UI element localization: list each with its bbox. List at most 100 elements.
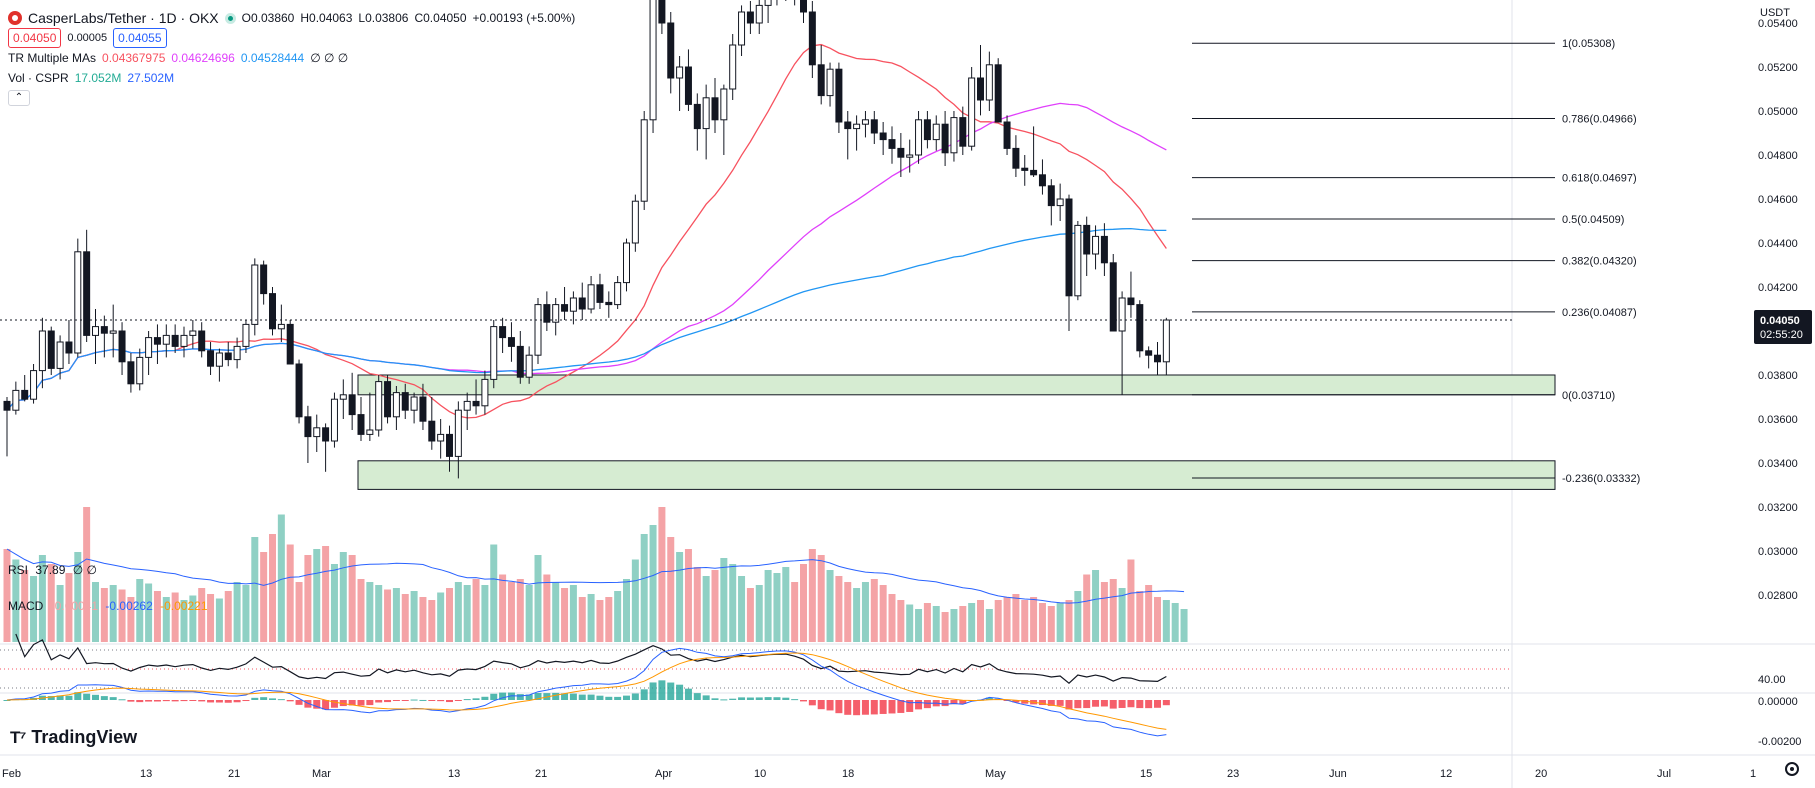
macd-histogram-bar	[286, 700, 294, 702]
macd-histogram-bar	[109, 697, 117, 700]
macd-axis-tick: 0.00000	[1758, 696, 1798, 708]
macd-label[interactable]: MACD	[8, 599, 44, 613]
volume-bar	[277, 514, 285, 642]
macd-signal-value: -0.00221	[160, 599, 208, 613]
volume-bar	[392, 588, 400, 642]
candle-body	[242, 323, 250, 347]
price-axis-tick: 0.05200	[1758, 62, 1798, 74]
candle-body	[357, 414, 365, 435]
volume-bar	[366, 582, 374, 642]
date-axis-tick: 15	[1140, 768, 1152, 780]
volume-bar	[994, 600, 1002, 642]
volume-bar	[932, 606, 940, 642]
macd-histogram-bar	[463, 699, 471, 701]
volume-bar	[357, 579, 365, 642]
collapse-legend-button[interactable]: ⌃	[8, 90, 30, 106]
volume-bar	[1162, 600, 1170, 642]
price-axis-tick: 0.03400	[1758, 458, 1798, 470]
macd-histogram-bar	[277, 699, 285, 701]
ma-indicator-label[interactable]: TR Multiple MAs	[8, 51, 97, 65]
date-axis-tick: Jul	[1657, 768, 1671, 780]
volume-bar	[835, 576, 843, 642]
macd-histogram-bar	[260, 697, 268, 700]
volume-indicator-label[interactable]: Vol · CSPR	[8, 71, 69, 85]
volume-bar	[720, 558, 728, 642]
buy-button[interactable]: 0.04055	[113, 28, 167, 48]
macd-histogram-bar	[437, 700, 445, 702]
candle-body	[1065, 198, 1073, 297]
candle-body	[1154, 354, 1161, 363]
volume-bar	[375, 585, 383, 642]
volume-bar	[260, 552, 268, 642]
bar-countdown: 02:55:20	[1760, 329, 1803, 341]
macd-histogram-bar	[1021, 700, 1029, 704]
volume-bar	[543, 574, 551, 642]
macd-histogram-bar	[658, 680, 666, 700]
volume-bar	[676, 552, 684, 642]
candle-body	[224, 352, 232, 361]
volume-bar	[552, 582, 560, 642]
date-axis-tick: 12	[1440, 768, 1452, 780]
candle-body	[755, 4, 763, 24]
tradingview-logo[interactable]: T⁷ TradingView	[10, 727, 137, 748]
volume-bar	[658, 507, 666, 642]
candle-body	[136, 356, 144, 385]
price-axis-tick: 0.05400	[1758, 18, 1798, 30]
macd-histogram-bar	[906, 700, 914, 712]
volume-bar	[640, 534, 648, 642]
sell-button[interactable]: 0.04050	[8, 28, 62, 48]
candle-body	[569, 297, 577, 312]
volume-bar	[667, 537, 675, 642]
symbol-title[interactable]: CasperLabs/Tether · 1D · OKX	[28, 10, 219, 26]
volume-bar	[879, 585, 887, 642]
volume-bar	[1083, 574, 1091, 642]
candle-body	[950, 117, 958, 154]
settings-gear-icon[interactable]	[1785, 762, 1799, 776]
candle-body	[198, 330, 206, 352]
volume-bar	[578, 597, 586, 642]
fib-level-label: 0.5(0.04509)	[1562, 214, 1624, 226]
candle-body	[888, 139, 896, 149]
candle-body	[835, 68, 843, 123]
candle-body	[251, 264, 259, 325]
macd-histogram-bar	[587, 694, 595, 700]
volume-bar	[56, 585, 64, 642]
price-axis-tick: 0.02800	[1758, 590, 1798, 602]
macd-signal-line	[6, 652, 1167, 730]
candle-body	[145, 337, 153, 358]
volume-bar	[499, 574, 507, 642]
ohlc-high: H0.04063	[300, 11, 353, 25]
support-zone	[357, 460, 1556, 490]
volume-bar	[525, 585, 533, 642]
macd-histogram-bar	[941, 700, 949, 707]
volume-bar	[286, 544, 294, 642]
candle-body	[375, 381, 383, 431]
candle-body	[720, 88, 728, 121]
candle-body	[1083, 224, 1091, 255]
volume-bar	[1074, 591, 1082, 642]
macd-histogram-bar	[56, 695, 64, 700]
volume-bar	[1100, 582, 1108, 642]
fib-level-label: 0.236(0.04087)	[1562, 307, 1637, 319]
volume-bar	[304, 555, 312, 642]
rsi-legend: RSI 37.89 ∅ ∅	[8, 563, 97, 577]
macd-histogram-bar	[640, 689, 648, 700]
candle-body	[437, 433, 445, 442]
rsi-value: 37.89	[35, 563, 66, 577]
candle-body	[1030, 169, 1038, 176]
volume-bar	[1056, 603, 1064, 642]
volume-bar	[693, 567, 701, 642]
macd-histogram-bar	[65, 695, 73, 700]
candle-body	[853, 123, 861, 130]
candle-body	[207, 350, 215, 367]
volume-bar	[313, 549, 321, 642]
macd-histogram-bar	[755, 697, 763, 700]
macd-histogram-bar	[667, 682, 675, 700]
macd-histogram-bar	[100, 696, 108, 700]
rsi-label[interactable]: RSI	[8, 563, 29, 577]
macd-histogram-bar	[720, 699, 728, 701]
volume-bar	[295, 582, 303, 642]
volume-bar	[861, 582, 869, 642]
volume-bar	[746, 588, 754, 642]
